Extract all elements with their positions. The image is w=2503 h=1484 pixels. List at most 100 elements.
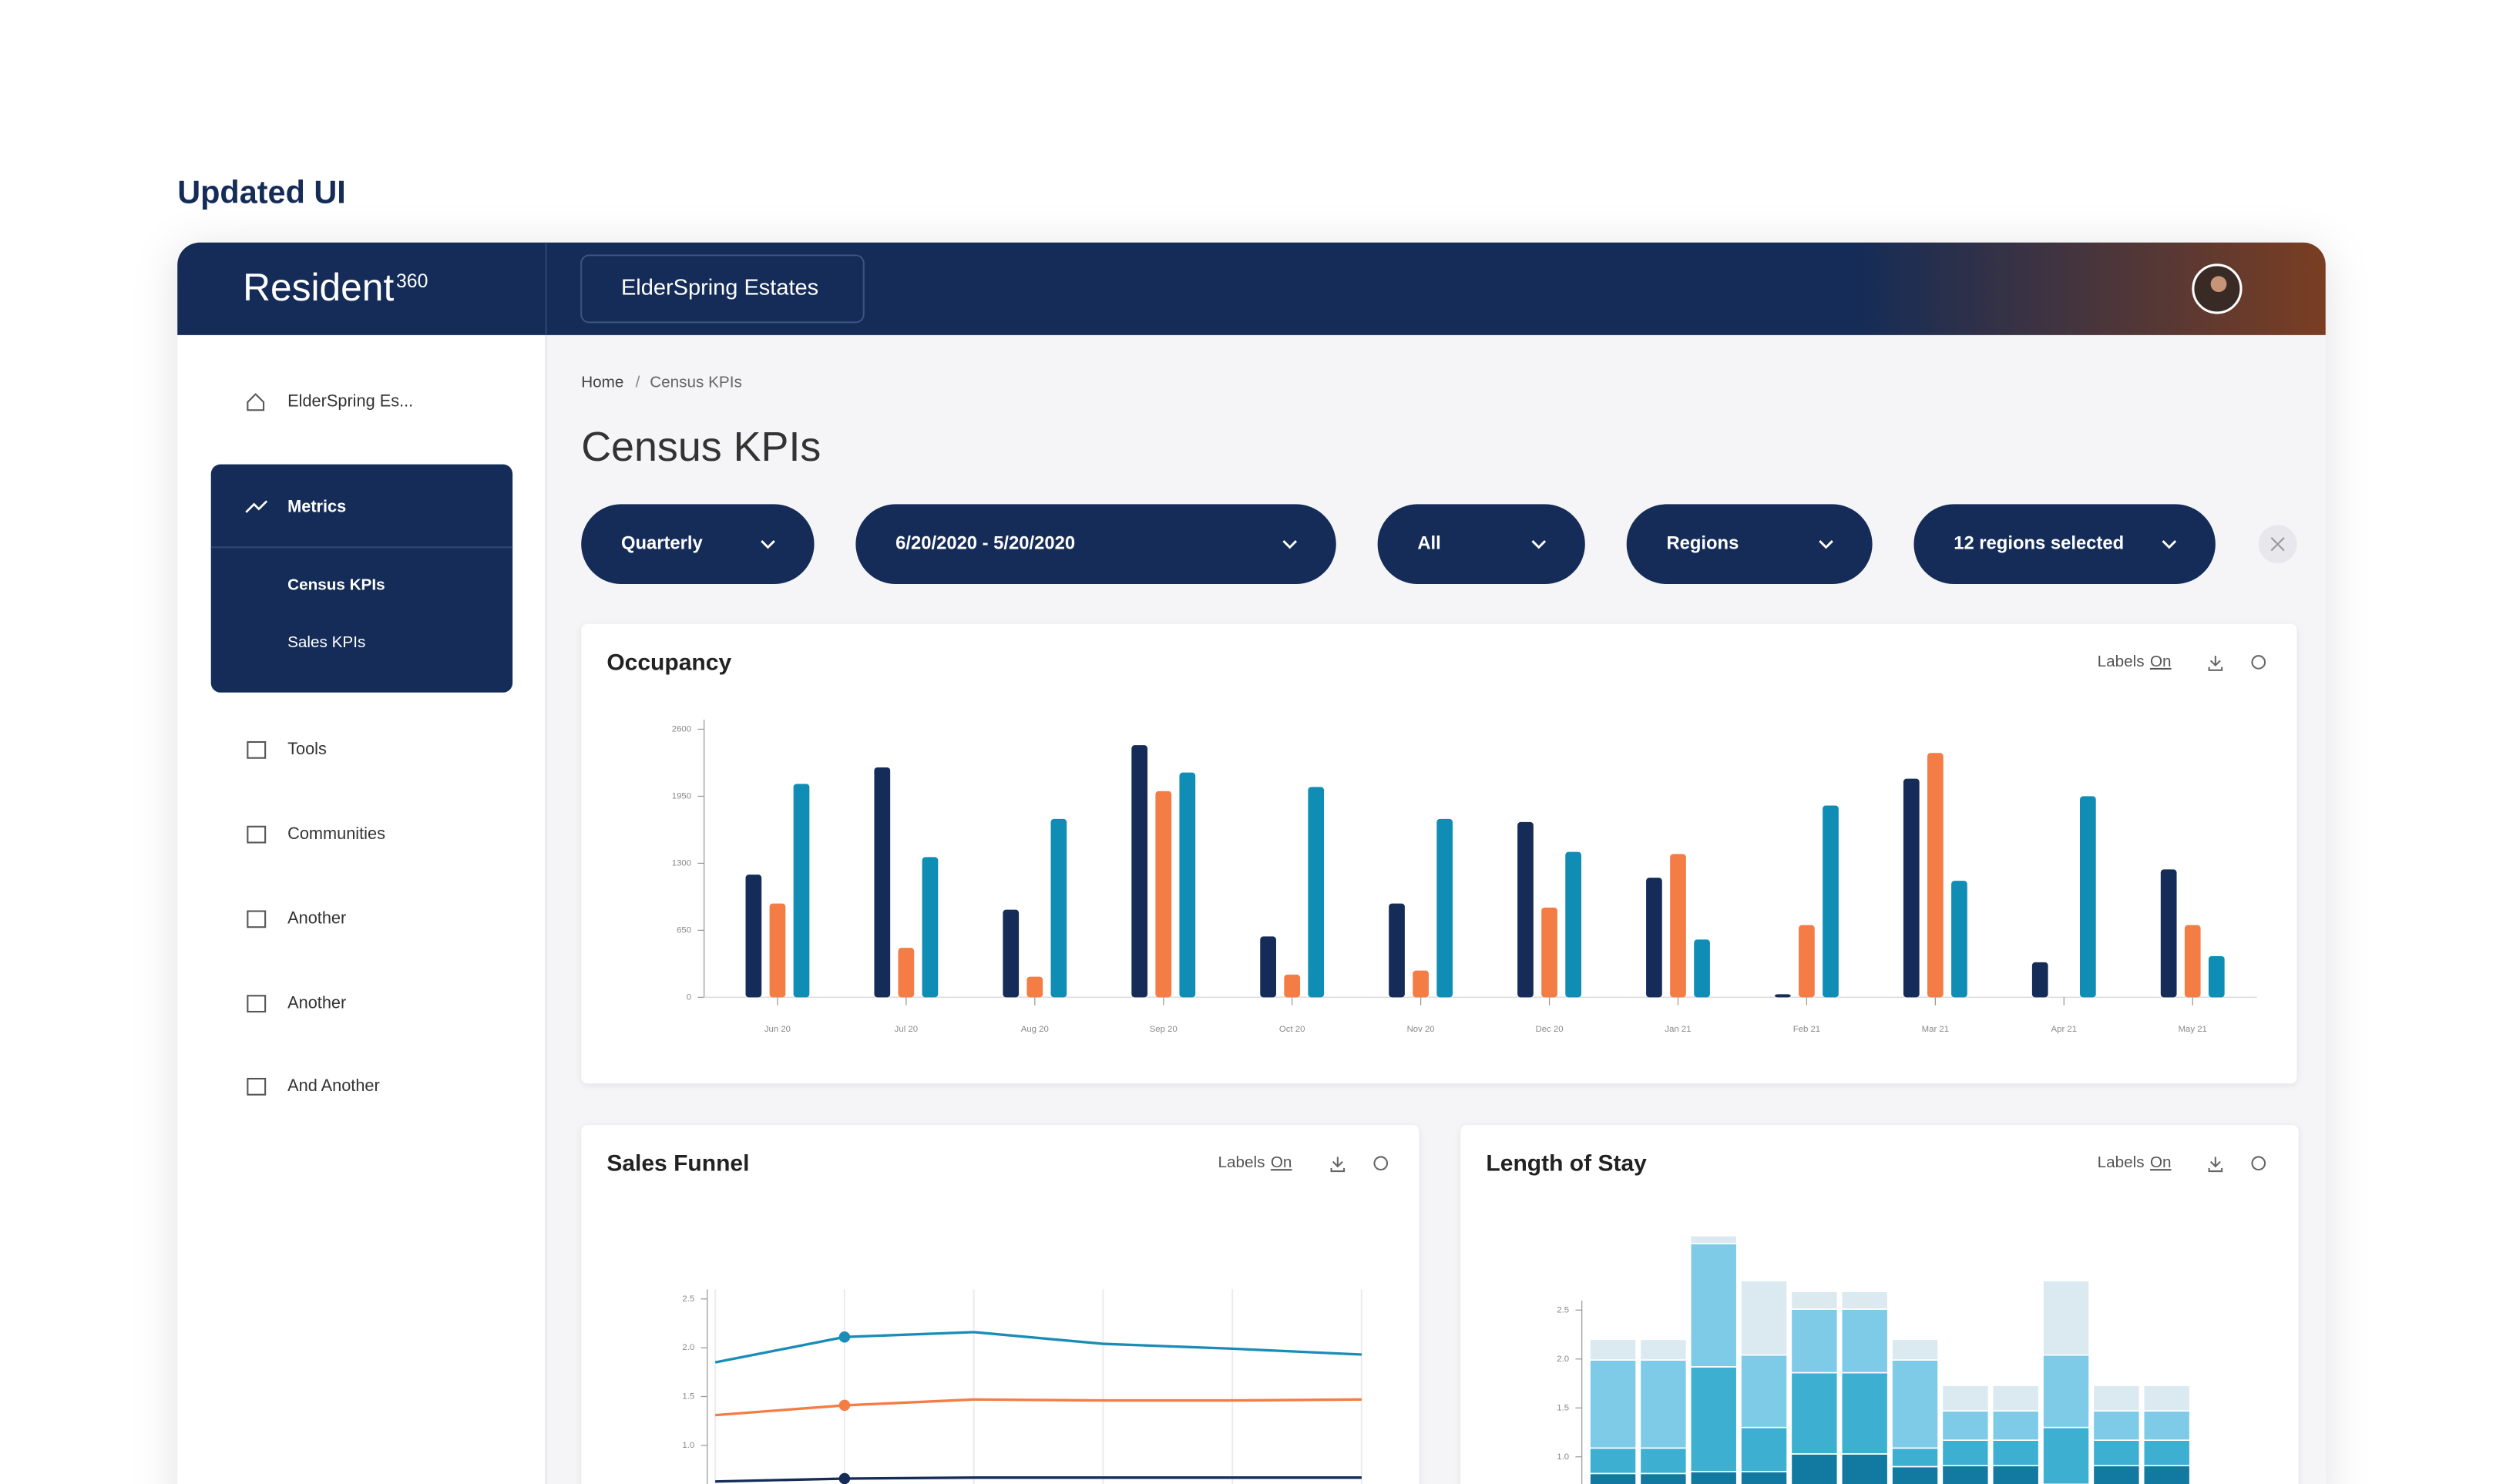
bar-segment [1689, 1366, 1738, 1472]
nav-item[interactable]: Another [287, 992, 346, 1012]
filter-label[interactable]: Regions [1666, 532, 1739, 553]
bar [2160, 869, 2177, 998]
bar-segment [1941, 1385, 1990, 1412]
filter-dropdown[interactable] [1913, 504, 2216, 584]
nav-item[interactable]: And Another [287, 1076, 380, 1095]
nav-item[interactable]: ElderSpring Es... [287, 391, 413, 411]
bar [1413, 970, 1429, 998]
bar-segment [2142, 1439, 2191, 1467]
bar-segment [1639, 1447, 1688, 1475]
bar-segment [1840, 1308, 1889, 1374]
labels-state[interactable]: On [2150, 653, 2172, 670]
x-tick-label: Oct 20 [1279, 1025, 1305, 1034]
bar-segment [1689, 1243, 1738, 1368]
bar-segment [1740, 1426, 1788, 1472]
bar-segment [1891, 1359, 1939, 1449]
x-tick-label: Nov 20 [1407, 1025, 1435, 1034]
filter-label[interactable]: 6/20/2020 - 5/20/2020 [895, 532, 1075, 553]
y-tick-label: 1950 [672, 791, 691, 801]
bar [1951, 881, 1967, 998]
download-icon[interactable] [2208, 1157, 2223, 1173]
bar [1694, 939, 1710, 998]
bar [1565, 851, 1581, 998]
y-tick-label: 1.5 [682, 1392, 694, 1402]
nav-item-active[interactable]: Metrics [287, 496, 346, 515]
filter-dropdown[interactable] [581, 504, 815, 584]
breadcrumb-separator: / [636, 374, 640, 391]
nav-item[interactable]: Communities [287, 824, 385, 843]
x-tick-label: May 21 [2179, 1025, 2207, 1034]
bar [1003, 909, 1020, 998]
filter-dropdown[interactable] [1626, 504, 1873, 584]
x-tick-label: Feb 21 [1793, 1025, 1820, 1034]
bar [1517, 821, 1534, 998]
bar-segment [1790, 1291, 1839, 1310]
filter-label[interactable]: 12 regions selected [1954, 532, 2124, 553]
bar-segment [1740, 1280, 1788, 1356]
bar [874, 767, 891, 998]
bar-segment [2042, 1354, 2090, 1429]
community-name[interactable]: ElderSpring Estates [621, 276, 818, 300]
nav-subitem[interactable]: Sales KPIs [287, 633, 365, 651]
point [838, 1472, 851, 1484]
bar-segment [1790, 1453, 1839, 1484]
nav-subitem[interactable]: Census KPIs [287, 576, 385, 594]
help-icon[interactable] [1373, 1156, 1389, 1171]
bar-segment [1891, 1466, 1939, 1484]
bar [1670, 854, 1686, 998]
bar-segment [1639, 1338, 1688, 1361]
nav-icon [247, 1077, 267, 1096]
bar-segment [1991, 1385, 2040, 1412]
download-icon[interactable] [2208, 656, 2223, 671]
bar [1927, 753, 1944, 998]
nav-item[interactable]: Another [287, 908, 346, 928]
bar-segment [1840, 1291, 1889, 1310]
labels-toggle[interactable]: Labels [1218, 1153, 1265, 1171]
home-icon [247, 393, 265, 411]
labels-state[interactable]: On [2150, 1153, 2172, 1171]
bar-segment [2092, 1439, 2141, 1467]
avatar-face [2210, 276, 2227, 292]
nav-icon [247, 740, 267, 759]
chevron [761, 540, 775, 549]
labels-toggle[interactable]: Labels [2098, 653, 2145, 670]
bar-segment [1639, 1472, 1688, 1484]
y-tick-label: 2.5 [1557, 1305, 1569, 1314]
filter-label[interactable]: All [1417, 532, 1440, 553]
bar-segment [2042, 1280, 2090, 1356]
page-label: Updated UI [177, 175, 346, 210]
bar-segment [2142, 1465, 2191, 1484]
community-button[interactable] [580, 254, 865, 324]
x-tick-label: Jun 20 [764, 1025, 791, 1034]
help-icon[interactable] [2251, 655, 2266, 670]
filter-dropdown[interactable] [855, 504, 1336, 584]
labels-state[interactable]: On [1271, 1153, 1292, 1171]
card-title: Sales Funnel [606, 1151, 749, 1177]
bar [1799, 925, 1815, 998]
bar-segment [2092, 1410, 2141, 1441]
bar [1903, 778, 1920, 998]
y-tick-label: 2.5 [682, 1294, 694, 1304]
bar-segment [1689, 1234, 1738, 1244]
bar-segment [1941, 1410, 1990, 1441]
page-title: Census KPIs [581, 424, 821, 470]
bar-segment [2042, 1426, 2090, 1484]
download-icon[interactable] [1330, 1157, 1346, 1173]
filter-label[interactable]: Quarterly [621, 532, 704, 553]
bar [1260, 936, 1276, 998]
breadcrumb[interactable]: Home [581, 374, 623, 391]
bar [1155, 791, 1172, 998]
help-icon[interactable] [2251, 1156, 2266, 1171]
y-tick-label: 0 [687, 992, 691, 1002]
bar [793, 784, 810, 998]
bar [2184, 925, 2201, 998]
bar [2031, 962, 2048, 998]
bar-segment [1790, 1308, 1839, 1374]
bar-segment [1991, 1439, 2040, 1467]
y-tick-label: 2.0 [682, 1343, 694, 1352]
brand-sup: 360 [396, 271, 428, 292]
filter-dropdown[interactable] [1377, 504, 1585, 584]
bar [1646, 878, 1662, 998]
labels-toggle[interactable]: Labels [2098, 1153, 2145, 1171]
nav-item[interactable]: Tools [287, 739, 327, 758]
